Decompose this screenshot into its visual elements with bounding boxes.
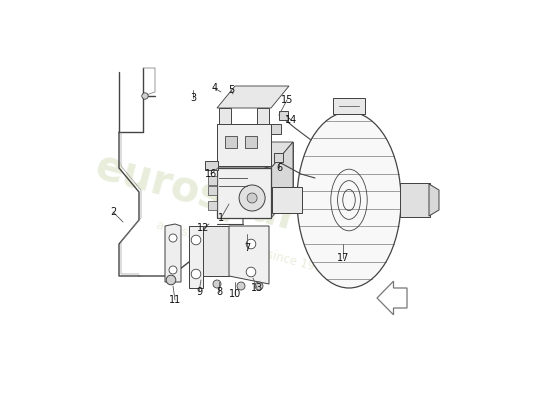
Circle shape [169,266,177,274]
Circle shape [142,93,148,99]
FancyBboxPatch shape [400,183,430,217]
Text: eurospares: eurospares [91,146,355,254]
Polygon shape [217,168,271,218]
Polygon shape [271,142,293,218]
Ellipse shape [297,112,401,288]
Polygon shape [239,142,293,192]
Text: 17: 17 [337,253,349,263]
FancyBboxPatch shape [272,187,302,213]
Bar [279,111,288,120]
Text: 1: 1 [218,213,224,223]
Circle shape [255,282,263,290]
Circle shape [246,267,256,277]
FancyBboxPatch shape [333,98,365,114]
Text: 7: 7 [244,243,250,253]
Bar [189,226,203,288]
Polygon shape [229,226,269,284]
Bar [205,161,218,170]
Polygon shape [429,184,439,216]
Text: 9: 9 [196,287,202,297]
Bar [208,186,217,195]
Text: 12: 12 [197,223,209,233]
Text: 3: 3 [190,93,196,103]
Bar [271,124,280,134]
Polygon shape [217,142,293,168]
Polygon shape [217,86,289,108]
Polygon shape [165,224,181,282]
Bar [219,108,231,124]
Text: 6: 6 [276,163,282,173]
Circle shape [191,235,201,245]
Circle shape [246,239,256,249]
Text: 5: 5 [228,85,234,95]
Text: a passion for parts since 1985: a passion for parts since 1985 [155,219,331,277]
Text: 8: 8 [216,287,222,297]
Ellipse shape [239,185,265,211]
Circle shape [237,282,245,290]
Circle shape [169,234,177,242]
Text: 2: 2 [110,207,116,217]
Bar [208,201,217,210]
Bar [217,124,271,166]
Text: 10: 10 [229,289,241,299]
Circle shape [191,269,201,279]
Circle shape [213,280,221,288]
Bar [208,176,217,185]
Text: 14: 14 [285,115,297,125]
Bar [225,136,237,148]
Text: 15: 15 [281,95,293,105]
Text: 11: 11 [169,295,181,305]
Bar [257,108,269,124]
Circle shape [166,275,176,285]
Text: 4: 4 [211,83,217,93]
Bar [245,136,257,148]
Text: 13: 13 [251,283,263,293]
Text: 16: 16 [205,169,217,179]
Bar [274,153,283,162]
Polygon shape [203,226,229,276]
Ellipse shape [247,193,257,203]
